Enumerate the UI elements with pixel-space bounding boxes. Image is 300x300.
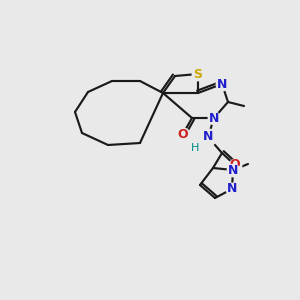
Text: N: N: [203, 130, 213, 143]
Text: N: N: [227, 182, 237, 196]
Text: S: S: [194, 68, 202, 80]
Text: H: H: [191, 143, 199, 153]
Text: N: N: [217, 77, 227, 91]
Text: N: N: [209, 112, 219, 124]
Text: N: N: [228, 164, 238, 176]
Text: O: O: [178, 128, 188, 140]
Text: O: O: [230, 158, 240, 172]
